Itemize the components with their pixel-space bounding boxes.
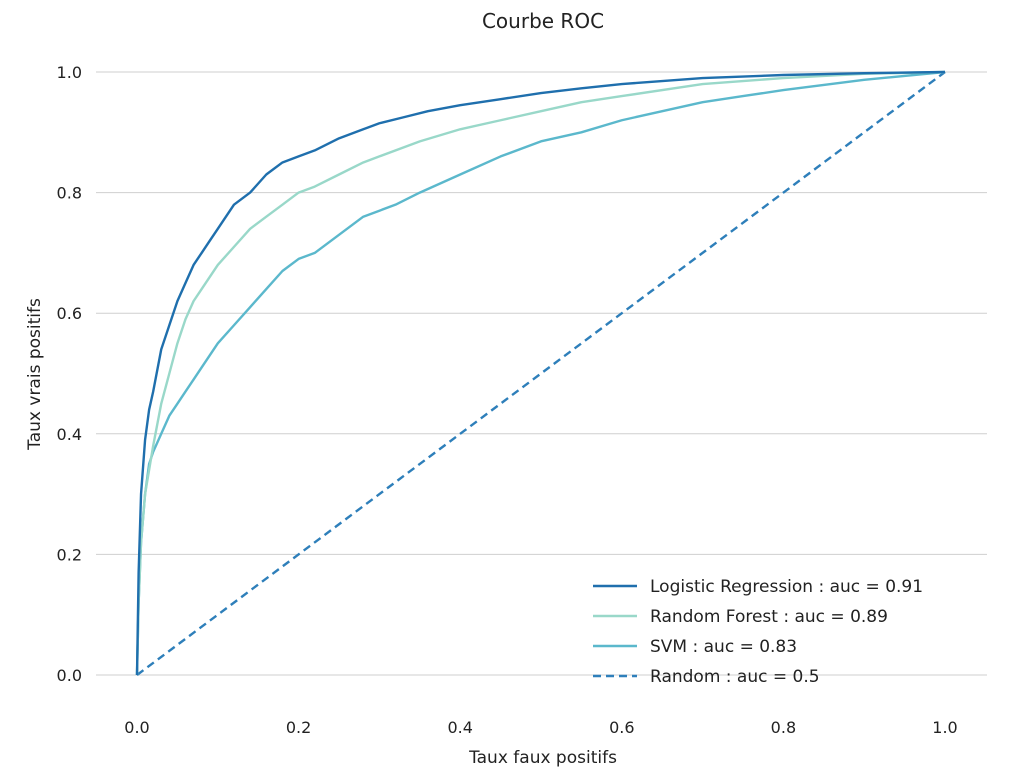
y-tick-label: 0.4	[57, 425, 82, 444]
series-lines	[135, 70, 946, 676]
x-tick-label: 0.0	[124, 718, 149, 737]
x-tick-label: 0.6	[609, 718, 634, 737]
x-tick-label: 0.4	[447, 718, 472, 737]
y-tick-label: 0.8	[57, 184, 82, 203]
series-line-2	[135, 70, 946, 676]
legend-label: Random Forest : auc = 0.89	[650, 607, 888, 627]
legend-label: Logistic Regression : auc = 0.91	[650, 577, 923, 597]
series-line-0	[135, 70, 946, 676]
x-tick-labels: 0.0 0.2 0.4 0.6 0.8 1.0	[124, 718, 957, 737]
y-tick-label: 0.6	[57, 304, 82, 323]
legend: Logistic Regression : auc = 0.91 Random F…	[593, 577, 923, 687]
chart-title: Courbe ROC	[482, 9, 604, 33]
x-tick-label: 1.0	[932, 718, 957, 737]
x-tick-label: 0.8	[771, 718, 796, 737]
x-axis-label: Taux faux positifs	[468, 748, 617, 768]
legend-label: Random : auc = 0.5	[650, 667, 820, 687]
series-line-1	[135, 70, 946, 676]
legend-label: SVM : auc = 0.83	[650, 637, 797, 657]
y-tick-label: 1.0	[57, 63, 82, 82]
y-axis-label: Taux vrais positifs	[25, 298, 45, 451]
y-tick-label: 0.0	[57, 666, 82, 685]
x-tick-label: 0.2	[286, 718, 311, 737]
y-tick-labels: 0.0 0.2 0.4 0.6 0.8 1.0	[57, 63, 82, 685]
y-tick-label: 0.2	[57, 545, 82, 564]
